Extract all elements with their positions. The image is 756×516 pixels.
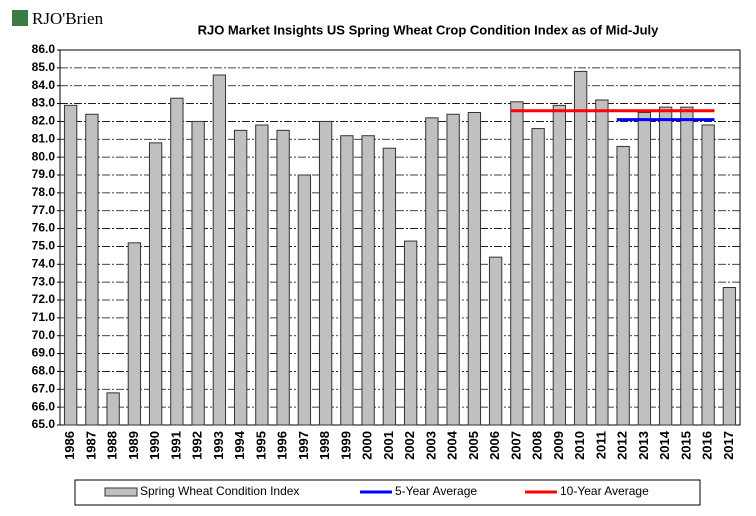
x-tick-label: 1991 <box>168 431 183 460</box>
y-tick-label: 85.0 <box>32 60 56 74</box>
x-tick-label: 1989 <box>126 431 141 460</box>
bar <box>616 145 630 426</box>
bar <box>701 124 715 426</box>
y-tick-label: 73.0 <box>32 274 56 288</box>
x-tick-label: 1988 <box>105 431 120 460</box>
bar <box>658 106 673 426</box>
x-tick-label: 2009 <box>551 431 566 460</box>
x-tick-label: 2003 <box>423 431 438 460</box>
x-tick-label: 1997 <box>296 431 311 460</box>
bar <box>340 135 354 426</box>
x-tick-label: 2010 <box>572 431 587 460</box>
x-tick-label: 1998 <box>317 431 332 460</box>
bar <box>637 112 652 426</box>
bar <box>233 129 248 426</box>
bar <box>148 142 163 426</box>
x-tick-label: 1995 <box>253 431 268 460</box>
y-tick-label: 81.0 <box>32 131 56 145</box>
y-tick-label: 80.0 <box>32 149 56 163</box>
x-tick-label: 1986 <box>62 431 77 460</box>
y-tick-label: 74.0 <box>32 256 56 270</box>
x-tick-label: 2017 <box>721 431 736 460</box>
x-tick-label: 1996 <box>275 431 290 460</box>
x-tick-label: 1993 <box>211 431 226 460</box>
bar <box>722 287 737 426</box>
bar <box>595 99 609 426</box>
bar <box>552 104 567 426</box>
bar <box>510 101 524 426</box>
bar <box>297 174 312 426</box>
x-tick-label: 2006 <box>487 431 502 460</box>
legend-label: Spring Wheat Condition Index <box>140 484 299 498</box>
x-tick-label: 1990 <box>147 431 162 460</box>
x-tick-label: 2012 <box>615 431 630 460</box>
x-tick-label: 2001 <box>381 431 396 460</box>
bar <box>212 74 227 426</box>
y-tick-label: 79.0 <box>32 167 56 181</box>
bar <box>127 242 142 426</box>
y-tick-label: 75.0 <box>32 239 56 253</box>
y-tick-label: 77.0 <box>32 203 56 217</box>
y-tick-label: 66.0 <box>32 399 56 413</box>
plot-frame <box>59 49 741 426</box>
bar <box>467 112 482 426</box>
x-tick-label: 2016 <box>700 431 715 460</box>
bar <box>276 129 290 426</box>
legend-swatch <box>104 487 138 497</box>
y-tick-label: 76.0 <box>32 221 56 235</box>
bar <box>106 392 120 426</box>
bar <box>191 120 205 426</box>
y-tick-label: 83.0 <box>32 96 56 110</box>
bar <box>63 104 78 426</box>
bar <box>382 147 397 426</box>
x-tick-label: 2008 <box>530 431 545 460</box>
x-tick-label: 2005 <box>466 431 481 460</box>
bar <box>318 120 333 426</box>
legend-label: 10-Year Average <box>560 484 649 498</box>
x-tick-label: 2013 <box>636 431 651 460</box>
y-tick-label: 71.0 <box>32 310 56 324</box>
bar <box>680 106 694 426</box>
y-tick-label: 84.0 <box>32 78 56 92</box>
x-tick-label: 1992 <box>190 431 205 460</box>
bar <box>255 124 269 426</box>
x-tick-label: 2000 <box>360 431 375 460</box>
y-tick-label: 67.0 <box>32 381 56 395</box>
x-tick-label: 2011 <box>593 431 608 459</box>
bar <box>531 128 545 426</box>
x-tick-label: 1999 <box>338 431 353 460</box>
x-tick-label: 1994 <box>232 430 247 460</box>
y-tick-label: 72.0 <box>32 292 56 306</box>
y-tick-label: 78.0 <box>32 185 56 199</box>
bar <box>488 256 503 426</box>
bar <box>170 97 184 426</box>
logo-icon <box>12 10 28 26</box>
y-tick-label: 86.0 <box>32 42 56 56</box>
x-tick-label: 2004 <box>445 430 460 460</box>
bar <box>425 117 439 426</box>
y-tick-label: 70.0 <box>32 328 56 342</box>
x-tick-label: 2015 <box>678 431 693 460</box>
bar <box>403 240 418 426</box>
x-tick-label: 1987 <box>83 431 98 460</box>
y-tick-label: 68.0 <box>32 364 56 378</box>
bar <box>85 113 99 426</box>
y-tick-label: 82.0 <box>32 114 56 128</box>
x-tick-label: 2007 <box>508 431 523 460</box>
y-tick-label: 69.0 <box>32 346 56 360</box>
x-tick-label: 2002 <box>402 431 417 460</box>
bar <box>446 113 460 426</box>
legend-label: 5-Year Average <box>395 484 477 498</box>
bar <box>573 70 588 426</box>
bar <box>361 135 375 426</box>
chart-title: RJO Market Insights US Spring Wheat Crop… <box>198 22 660 37</box>
y-tick-label: 65.0 <box>32 417 56 431</box>
x-tick-label: 2014 <box>657 430 672 460</box>
logo: RJO'Brien <box>32 9 104 28</box>
